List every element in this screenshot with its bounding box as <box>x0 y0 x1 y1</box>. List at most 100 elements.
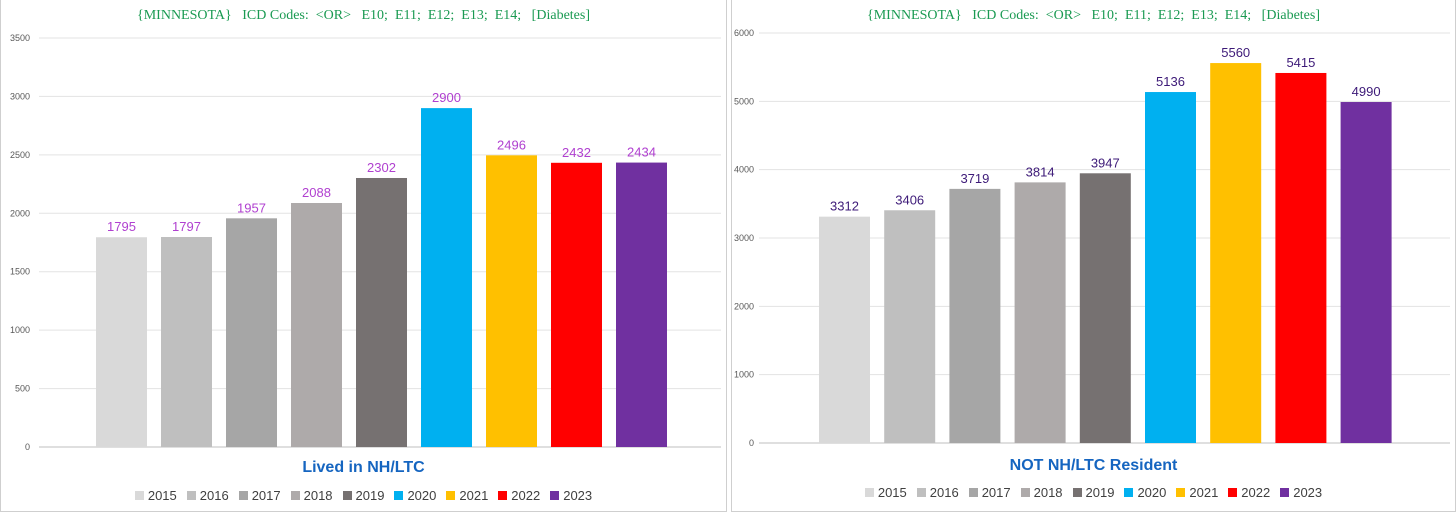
legend-item-2023: 2023 <box>550 488 592 503</box>
bar-2023 <box>1340 102 1392 444</box>
legend-label: 2022 <box>511 488 541 503</box>
data-label-2016: 1797 <box>172 219 201 234</box>
chart-title: {MINNESOTA} ICD Codes: <OR> E10; E11; E1… <box>867 8 1320 23</box>
data-label-2019: 3947 <box>1091 155 1120 170</box>
data-label-2019: 2302 <box>367 160 396 175</box>
bar-2020 <box>1145 92 1196 443</box>
bar-2016 <box>884 210 936 443</box>
bar-2017 <box>949 188 1001 443</box>
y-tick-label: 500 <box>15 384 30 394</box>
bar-chart-right: 0 1000 2000 3000 4000 5000 6000 3312 3406 3719 381… <box>734 28 1450 448</box>
legend-label: 2020 <box>407 488 437 503</box>
y-tick-label: 0 <box>25 442 30 452</box>
legend-item-2018: 2018 <box>290 488 333 503</box>
legend-item-2015: 2015 <box>134 488 177 503</box>
legend-swatch <box>186 491 196 500</box>
bar-2018 <box>1014 182 1066 444</box>
legend-label: 2016 <box>929 485 959 500</box>
y-tick-label: 3000 <box>734 233 754 243</box>
legend-swatch <box>446 491 456 500</box>
y-tick-label: 5000 <box>734 96 754 106</box>
legend-item-2017: 2017 <box>968 485 1011 500</box>
y-tick-label: 0 <box>749 438 754 448</box>
legend-swatch <box>1072 488 1082 497</box>
bar-2018 <box>291 203 342 447</box>
chart-title: {MINNESOTA} ICD Codes: <OR> E10; E11; E1… <box>137 8 590 23</box>
y-tick-label: 4000 <box>734 165 754 175</box>
chart-legend: 2015 2016 2017 2018 2019 2020 2021 2022 2023 <box>732 485 1455 500</box>
legend-item-2019: 2019 <box>342 488 385 503</box>
bar-2023 <box>616 162 667 448</box>
y-tick-label: 1000 <box>10 325 30 335</box>
legend-label: 2022 <box>1241 485 1271 500</box>
y-tick-label: 6000 <box>734 28 754 38</box>
legend-label: 2019 <box>355 488 385 503</box>
legend-label: 2016 <box>199 488 229 503</box>
bar-2017 <box>226 218 277 447</box>
bar-2021 <box>486 155 537 447</box>
legend-label: 2015 <box>877 485 907 500</box>
y-tick-label: 3500 <box>10 33 30 43</box>
data-label-2018: 2088 <box>302 185 331 200</box>
y-tick-label: 1000 <box>734 370 754 380</box>
data-label-2023: 2434 <box>627 145 656 160</box>
bar-2019 <box>1079 173 1131 443</box>
legend-label: 2018 <box>303 488 333 503</box>
chart-panel-right: {MINNESOTA} ICD Codes: <OR> E10; E11; E1… <box>731 0 1456 512</box>
legend-item-2023: 2023 <box>1280 485 1322 500</box>
legend-swatch <box>968 488 978 497</box>
legend-swatch <box>1124 488 1134 497</box>
legend-swatch <box>1228 488 1238 497</box>
legend-item-2021: 2021 <box>1176 485 1218 500</box>
legend-swatch <box>1020 488 1030 497</box>
legend-swatch <box>498 491 508 500</box>
legend-item-2019: 2019 <box>1072 485 1114 500</box>
data-label-2022: 5415 <box>1286 55 1315 70</box>
legend-swatch <box>550 491 560 500</box>
y-tick-label: 1500 <box>10 267 30 277</box>
bar-2022 <box>1275 72 1327 443</box>
legend-label: 2018 <box>1033 485 1063 500</box>
chart-legend: 2015 2016 2017 2018 2019 2020 2021 2022 2023 <box>1 488 726 503</box>
legend-swatch <box>342 491 352 500</box>
data-label-2021: 5560 <box>1221 45 1250 60</box>
legend-item-2020: 2020 <box>1124 485 1166 500</box>
legend-label: 2021 <box>1189 485 1219 500</box>
y-tick-label: 2000 <box>10 208 30 218</box>
chart-panel-left: {MINNESOTA} ICD Codes: <OR> E10; E11; E1… <box>0 0 727 512</box>
legend-label: 2023 <box>1293 485 1323 500</box>
y-tick-label: 2000 <box>734 301 754 311</box>
bar-2020 <box>421 108 472 447</box>
bar-2016 <box>161 237 212 447</box>
bar-2015 <box>819 216 870 443</box>
legend-swatch <box>394 491 404 500</box>
legend-item-2020: 2020 <box>394 488 436 503</box>
bar-2019 <box>356 177 407 447</box>
data-label-2015: 1795 <box>107 219 136 234</box>
legend-item-2016: 2016 <box>916 485 959 500</box>
chart-subtitle: NOT NH/LTC Resident <box>1009 457 1178 474</box>
legend-item-2015: 2015 <box>864 485 907 500</box>
data-label-2021: 2496 <box>497 137 526 152</box>
bar-2015 <box>96 237 147 447</box>
data-label-2022: 2432 <box>562 145 591 160</box>
legend-swatch <box>290 491 300 500</box>
data-label-2017: 3719 <box>960 171 989 186</box>
legend-swatch <box>1176 488 1186 497</box>
y-tick-label: 2500 <box>10 150 30 160</box>
legend-item-2017: 2017 <box>238 488 281 503</box>
legend-swatch <box>238 491 248 500</box>
legend-swatch <box>1280 488 1290 497</box>
bar-chart-left: 0 500 1000 1500 2000 2500 3000 3500 1795 1797 1957… <box>10 33 721 452</box>
y-tick-label: 3000 <box>10 91 30 101</box>
legend-label: 2017 <box>981 485 1011 500</box>
legend-label: 2015 <box>147 488 177 503</box>
data-label-2020: 5136 <box>1156 74 1185 89</box>
legend-item-2022: 2022 <box>498 488 540 503</box>
data-label-2020: 2900 <box>432 90 461 105</box>
legend-item-2021: 2021 <box>446 488 488 503</box>
data-label-2023: 4990 <box>1352 84 1381 99</box>
data-label-2017: 1957 <box>237 200 266 215</box>
chart-subtitle: Lived in NH/LTC <box>302 459 425 476</box>
legend-swatch <box>864 488 874 497</box>
